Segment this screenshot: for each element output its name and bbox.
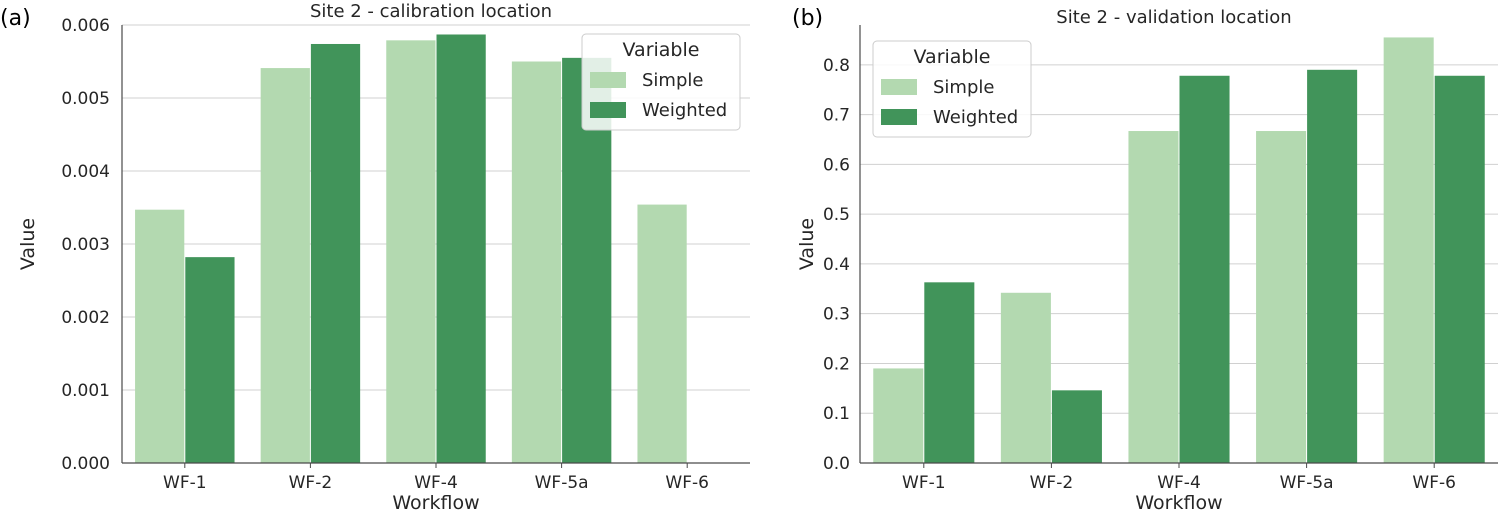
legend-label-weighted: Weighted xyxy=(642,100,727,121)
chart-title: Site 2 - validation location xyxy=(1056,7,1291,28)
bar-simple-wf-1 xyxy=(135,209,185,463)
y-tick-label: 0.4 xyxy=(823,255,850,275)
legend-swatch-weighted xyxy=(590,102,626,118)
y-tick-label: 0.8 xyxy=(823,56,850,76)
x-tick-label: WF-1 xyxy=(163,473,207,493)
x-tick-label: WF-4 xyxy=(414,473,458,493)
y-tick-label: 0.0 xyxy=(823,454,850,474)
panel-label-b: (b) xyxy=(792,6,823,31)
y-tick-label: 0.6 xyxy=(823,155,850,175)
bar-simple-wf-4 xyxy=(386,40,436,463)
y-tick-label: 0.3 xyxy=(823,305,850,325)
y-tick-label: 0.006 xyxy=(61,16,110,36)
y-tick-label: 0.1 xyxy=(823,404,850,424)
legend: Variable Simple Weighted xyxy=(872,40,1032,138)
bar-weighted-wf-2 xyxy=(310,43,361,463)
bar-simple-wf-2 xyxy=(260,68,310,463)
legend-label-weighted: Weighted xyxy=(933,107,1018,128)
x-tick-label: WF-6 xyxy=(1412,473,1456,493)
bar-simple-wf-2 xyxy=(1000,292,1051,463)
y-tick-label: 0.001 xyxy=(61,381,110,401)
bar-weighted-wf-2 xyxy=(1051,390,1102,463)
y-tick-label: 0.005 xyxy=(61,89,110,109)
x-tick-label: WF-2 xyxy=(289,473,333,493)
y-tick-label: 0.2 xyxy=(823,354,850,374)
bar-simple-wf-4 xyxy=(1128,131,1179,463)
x-tick-label: WF-2 xyxy=(1030,473,1074,493)
y-tick-label: 0.002 xyxy=(61,308,110,328)
legend-title: Variable xyxy=(914,46,991,68)
y-tick-label: 0.003 xyxy=(61,235,110,255)
bar-weighted-wf-5a xyxy=(1307,69,1358,463)
x-tick-label: WF-6 xyxy=(665,473,709,493)
chart-calibration: 0.000 0.001 0.002 0.003 0.004 0.005 0.006 WF-1 W… xyxy=(17,1,750,514)
chart-validation: 0.00.10.20.30.40.50.60.70.8WF-1 WF-2 WF-4 W… xyxy=(796,7,1498,514)
legend-label-simple: Simple xyxy=(933,77,994,98)
bar-simple-wf-6 xyxy=(1383,37,1434,464)
chart-title: Site 2 - calibration location xyxy=(310,1,552,22)
y-tick-label: 0.5 xyxy=(823,205,850,225)
legend-swatch-simple xyxy=(881,79,917,95)
x-tick-label: WF-5a xyxy=(535,473,589,493)
bar-weighted-wf-1 xyxy=(185,257,235,463)
bar-simple-wf-5a xyxy=(1256,131,1307,463)
legend-title: Variable xyxy=(623,39,700,61)
panel-label-a: (a) xyxy=(0,6,31,31)
legend-swatch-simple xyxy=(590,72,626,88)
x-axis-label: Workflow xyxy=(1135,492,1222,514)
bar-simple-wf-1 xyxy=(873,368,924,463)
bar-weighted-wf-1 xyxy=(924,282,975,463)
x-tick-label: WF-5a xyxy=(1280,473,1334,493)
bar-weighted-wf-4 xyxy=(1179,75,1230,463)
bar-weighted-wf-4 xyxy=(436,34,486,464)
y-tick-label: 0.000 xyxy=(61,454,110,474)
bar-weighted-wf-6 xyxy=(1434,75,1485,463)
x-axis-label: Workflow xyxy=(392,492,479,514)
bar-simple-wf-6 xyxy=(637,204,687,463)
y-tick-label: 0.7 xyxy=(823,106,850,126)
y-axis-label: Value xyxy=(796,218,818,270)
legend-swatch-weighted xyxy=(881,109,917,125)
bar-simple-wf-5a xyxy=(511,61,562,463)
y-axis-label: Value xyxy=(17,218,39,270)
y-tick-label: 0.004 xyxy=(61,162,110,182)
legend-label-simple: Simple xyxy=(642,70,703,91)
legend: Variable Simple Weighted xyxy=(581,33,741,131)
x-tick-label: WF-4 xyxy=(1157,473,1201,493)
x-tick-label: WF-1 xyxy=(902,473,946,493)
